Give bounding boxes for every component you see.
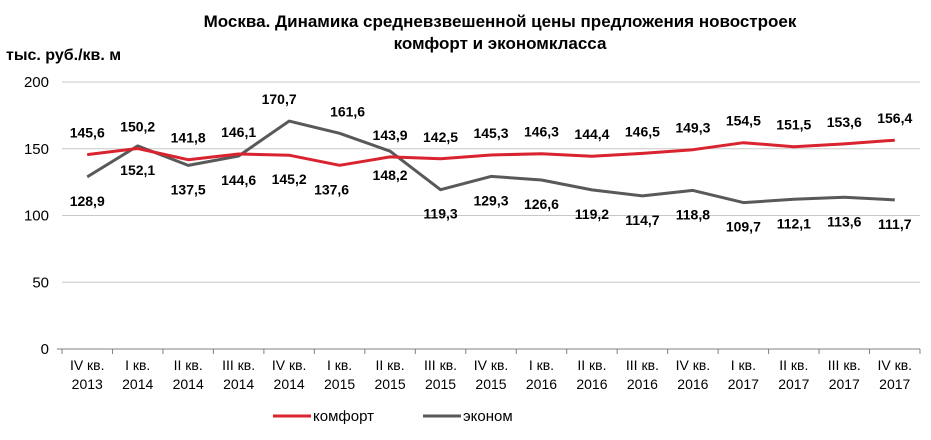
chart-title-line-2: комфорт и экономкласса (393, 34, 607, 53)
x-tick-label: 2017 (829, 376, 860, 392)
series-line-comfort (87, 138, 895, 167)
x-tick-label: IV кв. (676, 357, 711, 373)
data-label-economy: 109,7 (726, 219, 761, 235)
x-tick-label: 2014 (173, 376, 204, 392)
data-label-comfort: 149,3 (675, 120, 710, 136)
data-label-comfort: 145,2 (272, 171, 307, 187)
legend-label-economy: эконом (463, 408, 513, 425)
data-label-comfort: 141,8 (171, 130, 206, 146)
data-label-economy: 112,1 (777, 215, 811, 231)
data-label-comfort: 146,1 (221, 124, 256, 140)
x-tick-label: 2015 (324, 376, 355, 392)
data-label-economy: 113,6 (827, 213, 861, 229)
data-label-economy: 111,7 (878, 216, 912, 232)
x-tick-label: 2014 (122, 376, 153, 392)
x-tick-label: I кв. (731, 357, 756, 373)
data-label-comfort: 145,3 (473, 125, 508, 141)
data-label-economy: 126,6 (524, 196, 559, 212)
data-label-comfort: 143,9 (373, 127, 408, 143)
x-tick-label: 2013 (72, 376, 103, 392)
x-tick-label: 2014 (274, 376, 305, 392)
data-label-comfort: 154,5 (726, 113, 761, 129)
x-tick-label: III кв. (626, 357, 659, 373)
chart-title-line-1: Москва. Динамика средневзвешенной цены п… (203, 12, 797, 31)
data-label-comfort: 146,5 (625, 123, 660, 139)
x-tick-label: I кв. (529, 357, 554, 373)
data-label-economy: 129,3 (473, 192, 508, 208)
x-tick-label: 2017 (728, 376, 759, 392)
data-label-comfort: 151,5 (776, 117, 811, 133)
y-tick-label: 100 (24, 208, 49, 225)
x-tick-label: IV кв. (877, 357, 912, 373)
y-tick-label: 50 (32, 274, 49, 291)
x-tick-label: 2015 (425, 376, 456, 392)
data-label-economy: 119,3 (423, 206, 457, 222)
y-axis-ticks: 0 50 100 150 200 (24, 74, 49, 358)
gridlines (62, 81, 920, 283)
legend-label-comfort: комфорт (313, 408, 374, 425)
data-label-economy: 161,6 (330, 103, 365, 119)
data-label-comfort: 146,3 (524, 124, 559, 140)
data-label-comfort: 156,4 (877, 110, 912, 126)
x-tick-label: 2016 (627, 376, 658, 392)
data-label-economy: 119,2 (575, 206, 609, 222)
y-tick-label: 150 (24, 141, 49, 158)
data-label-economy: 148,2 (373, 167, 408, 183)
data-label-comfort: 137,6 (314, 181, 349, 197)
x-tick-label: IV кв. (474, 357, 509, 373)
x-axis (57, 348, 921, 354)
series-lines (86, 119, 895, 205)
x-tick-label: IV кв. (70, 357, 105, 373)
x-tick-label: 2017 (879, 376, 910, 392)
x-tick-label: II кв. (375, 357, 404, 373)
data-label-economy: 137,5 (171, 181, 206, 197)
y-axis-label: тыс. руб./кв. м (6, 47, 122, 64)
x-tick-label: 2016 (576, 376, 607, 392)
legend: комфорт эконом (273, 408, 513, 425)
x-tick-label: III кв. (424, 357, 457, 373)
y-tick-label: 0 (41, 341, 49, 358)
data-label-economy: 144,6 (221, 172, 256, 188)
x-tick-label: II кв. (174, 357, 203, 373)
x-tick-label: 2015 (374, 376, 405, 392)
data-label-comfort: 145,6 (70, 125, 105, 141)
x-tick-label: II кв. (577, 357, 606, 373)
data-label-economy: 118,8 (676, 206, 710, 222)
x-tick-label: II кв. (779, 357, 808, 373)
data-label-economy: 114,7 (625, 212, 659, 228)
data-labels: 145,6 150,2 141,8 146,1 145,2 137,6 143,9 142,5… (70, 91, 913, 234)
series-line-economy (86, 119, 895, 205)
x-tick-label: I кв. (125, 357, 150, 373)
x-tick-label: III кв. (828, 357, 861, 373)
data-label-economy: 170,7 (262, 91, 297, 107)
x-tick-label: III кв. (222, 357, 255, 373)
x-tick-label: 2016 (526, 376, 557, 392)
data-label-comfort: 150,2 (120, 118, 155, 134)
y-tick-label: 200 (24, 74, 49, 91)
x-axis-ticks: IV кв. 2013 I кв. 2014 II кв. 2014 III кв. 2014… (70, 357, 912, 392)
x-tick-label: I кв. (327, 357, 352, 373)
x-tick-label: IV кв. (272, 357, 307, 373)
data-label-economy: 152,1 (120, 162, 155, 178)
x-tick-label: 2015 (475, 376, 506, 392)
x-tick-label: 2014 (223, 376, 254, 392)
data-label-comfort: 144,4 (574, 126, 609, 142)
x-tick-label: 2016 (677, 376, 708, 392)
data-label-economy: 128,9 (70, 193, 105, 209)
data-label-comfort: 142,5 (423, 129, 458, 145)
data-label-comfort: 153,6 (827, 114, 862, 130)
x-tick-label: 2017 (778, 376, 809, 392)
